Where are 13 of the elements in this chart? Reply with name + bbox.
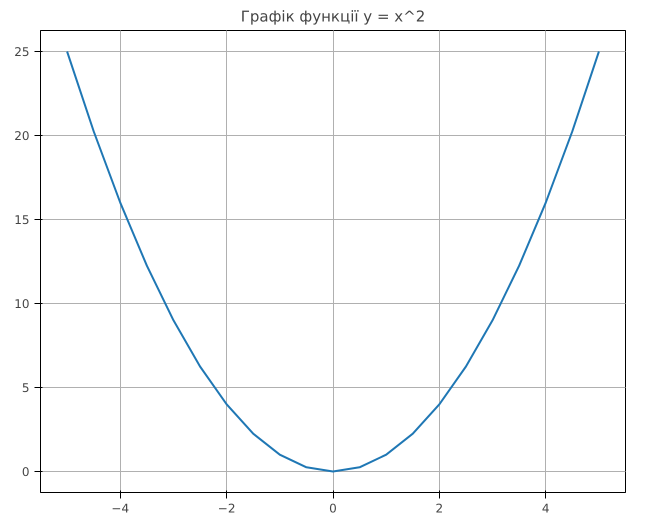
y-tick-label: 25	[14, 45, 30, 59]
x-tick-label: −2	[218, 502, 236, 516]
y-tick-label: 10	[14, 297, 30, 311]
x-tick-label: −4	[111, 502, 130, 516]
y-tick-label: 5	[22, 381, 30, 395]
y-tick-label: 15	[14, 213, 30, 227]
y-tick-label: 20	[14, 129, 30, 143]
line-series	[66, 50, 600, 472]
chart-title: Графік функції y = x^2	[240, 8, 426, 26]
x-tick-label: 2	[436, 502, 444, 516]
y-tick-label: 0	[22, 465, 30, 479]
x-tick-label: 0	[329, 502, 337, 516]
x-tick-label: 4	[542, 502, 550, 516]
